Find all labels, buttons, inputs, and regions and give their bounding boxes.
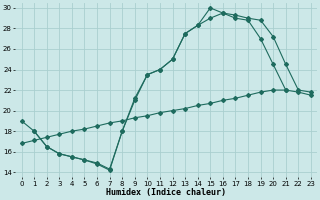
X-axis label: Humidex (Indice chaleur): Humidex (Indice chaleur) bbox=[106, 188, 226, 197]
